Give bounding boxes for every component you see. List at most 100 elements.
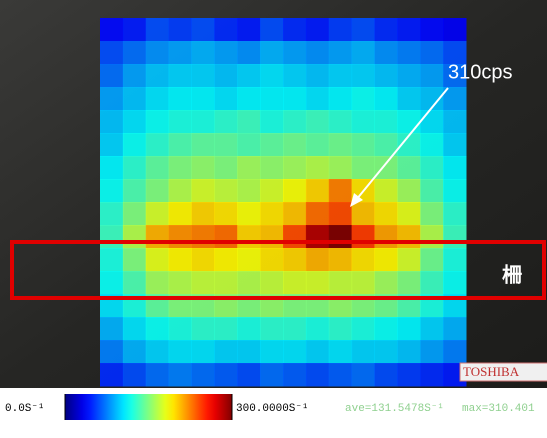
average-stat: ave=131.5478S⁻¹	[345, 403, 444, 415]
heat-cell	[237, 41, 260, 65]
heat-cell	[260, 248, 283, 272]
heat-cell	[146, 133, 169, 157]
heat-cell	[123, 18, 146, 42]
heat-cell	[169, 363, 192, 387]
heat-cell	[306, 202, 329, 226]
heat-cell	[123, 87, 146, 111]
heat-cell	[169, 248, 192, 272]
heat-cell	[192, 317, 215, 341]
heat-cell	[375, 363, 398, 387]
heat-cell	[100, 202, 123, 226]
heat-cell	[283, 64, 306, 88]
heat-cell	[352, 133, 375, 157]
heat-cell	[329, 64, 352, 88]
fence-label: 柵	[502, 263, 522, 286]
heat-cell	[329, 18, 352, 42]
heat-cell	[352, 18, 375, 42]
heat-cell	[306, 110, 329, 134]
heat-cell	[375, 64, 398, 88]
heat-cell	[397, 317, 420, 341]
heat-cell	[283, 41, 306, 65]
heat-cell	[443, 225, 466, 249]
heat-cell	[352, 156, 375, 180]
heat-cell	[169, 156, 192, 180]
heat-cell	[352, 110, 375, 134]
heat-cell	[169, 133, 192, 157]
heat-cell	[100, 133, 123, 157]
heat-cell	[375, 202, 398, 226]
heat-cell	[214, 248, 237, 272]
heat-cell	[146, 18, 169, 42]
heat-cell	[237, 179, 260, 203]
heat-cell	[100, 18, 123, 42]
heat-cell	[397, 64, 420, 88]
heat-cell	[352, 340, 375, 364]
heat-cell	[237, 133, 260, 157]
heat-cell	[237, 248, 260, 272]
heat-cell	[214, 225, 237, 249]
heat-cell	[397, 110, 420, 134]
heat-cell	[306, 156, 329, 180]
heat-cell	[100, 64, 123, 88]
heat-cell	[169, 87, 192, 111]
heat-cell	[123, 248, 146, 272]
heat-cell	[306, 340, 329, 364]
heat-cell	[329, 110, 352, 134]
heat-cell	[329, 340, 352, 364]
heat-cell	[123, 340, 146, 364]
heat-cell	[329, 41, 352, 65]
heat-cell	[123, 133, 146, 157]
heat-cell	[192, 225, 215, 249]
heat-cell	[260, 18, 283, 42]
heat-cell	[123, 271, 146, 295]
heat-cell	[214, 110, 237, 134]
heat-cell	[283, 156, 306, 180]
heat-cell	[146, 110, 169, 134]
heat-cell	[260, 179, 283, 203]
heat-cell	[420, 363, 443, 387]
heat-cell	[214, 317, 237, 341]
heat-cell	[352, 271, 375, 295]
heat-cell	[237, 156, 260, 180]
heat-cell	[443, 133, 466, 157]
heat-cell	[283, 363, 306, 387]
heat-cell	[352, 87, 375, 111]
heat-cell	[375, 248, 398, 272]
heat-cell	[283, 133, 306, 157]
heat-cell	[237, 87, 260, 111]
heat-cell	[192, 340, 215, 364]
heat-cell	[397, 87, 420, 111]
heat-cell	[214, 41, 237, 65]
heat-cell	[329, 202, 352, 226]
colorbar	[65, 394, 232, 420]
heat-cell	[100, 248, 123, 272]
heat-cell	[237, 18, 260, 42]
heat-cell	[443, 156, 466, 180]
heat-cell	[306, 179, 329, 203]
heat-cell	[283, 248, 306, 272]
heat-cell	[214, 363, 237, 387]
heat-cell	[375, 271, 398, 295]
heat-cell	[192, 41, 215, 65]
heat-cell	[237, 64, 260, 88]
heat-cell	[169, 110, 192, 134]
heat-cell	[352, 363, 375, 387]
heat-cell	[375, 340, 398, 364]
heat-cell	[100, 271, 123, 295]
colorbar-tick-label: 300.0000S⁻¹	[236, 403, 309, 415]
heat-cell	[100, 340, 123, 364]
heat-cell	[146, 64, 169, 88]
heat-cell	[306, 87, 329, 111]
heat-cell	[100, 156, 123, 180]
heat-cell	[375, 87, 398, 111]
heat-cell	[420, 179, 443, 203]
heat-cell	[420, 271, 443, 295]
heat-cell	[352, 317, 375, 341]
heat-cell	[260, 41, 283, 65]
heat-cell	[283, 271, 306, 295]
heat-cell	[237, 110, 260, 134]
heat-cell	[146, 363, 169, 387]
peak-label: 310cps	[448, 61, 513, 83]
heat-cell	[237, 317, 260, 341]
heat-cell	[169, 64, 192, 88]
